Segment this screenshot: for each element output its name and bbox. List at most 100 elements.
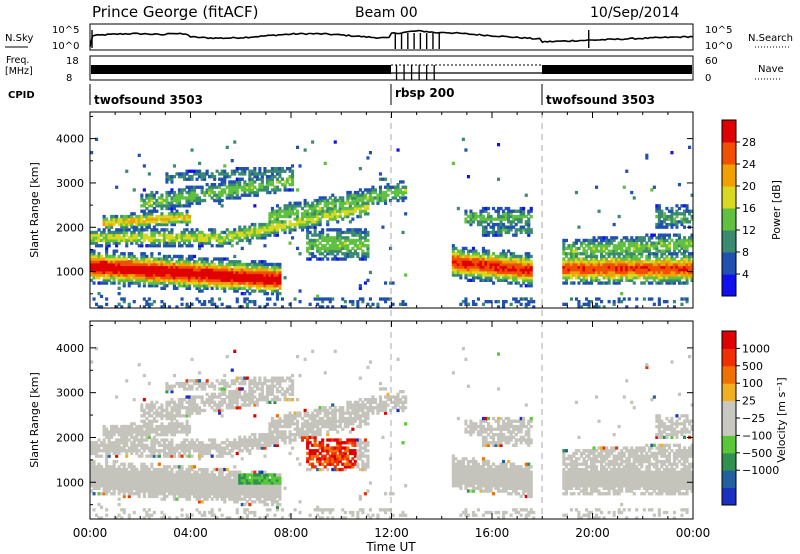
- power-cell: [110, 257, 114, 261]
- power-cell: [275, 294, 279, 298]
- power-cell: [107, 260, 111, 264]
- power-cell: [213, 198, 217, 203]
- power-cell: [225, 281, 229, 285]
- power-cell: [172, 190, 176, 195]
- power-cell: [235, 188, 239, 192]
- power-cell: [225, 278, 229, 282]
- power-cell: [358, 236, 362, 240]
- power-cell: [258, 270, 262, 275]
- power-cell: [147, 305, 151, 309]
- power-cell: [308, 220, 312, 224]
- power-cell: [155, 209, 159, 213]
- power-cell: [147, 257, 151, 261]
- power-cell: [198, 246, 202, 251]
- power-cell: [487, 249, 491, 253]
- power-cell: [497, 177, 501, 181]
- power-cell: [225, 284, 229, 288]
- power-cell: [140, 260, 144, 264]
- power-cell: [150, 268, 154, 272]
- power-cell: [157, 262, 161, 267]
- velocity-cell: [157, 462, 161, 466]
- power-cell: [142, 214, 146, 219]
- power-cell: [215, 233, 219, 237]
- power-cell: [162, 230, 166, 235]
- power-cell: [90, 233, 94, 237]
- power-cell: [185, 177, 189, 181]
- power-cell: [97, 268, 101, 272]
- power-cell: [321, 244, 325, 248]
- power-cell: [190, 278, 194, 282]
- power-cell: [243, 188, 247, 192]
- power-cell: [328, 236, 332, 240]
- power-cell: [308, 302, 312, 306]
- power-cell: [331, 241, 335, 245]
- power-cell: [318, 196, 322, 200]
- power-cell: [225, 305, 229, 309]
- power-cell: [263, 281, 267, 285]
- power-cell: [135, 268, 139, 272]
- power-cell: [165, 241, 169, 245]
- power-cell: [165, 172, 169, 176]
- power-cell: [218, 265, 222, 269]
- power-cell: [223, 180, 227, 184]
- power-cell: [130, 265, 134, 269]
- power-cell: [363, 281, 367, 285]
- power-cell: [572, 281, 576, 285]
- power-cell: [142, 297, 146, 301]
- power-cell: [213, 183, 217, 187]
- power-cell: [193, 260, 197, 264]
- power-cell: [175, 254, 179, 259]
- power-cell: [130, 268, 134, 272]
- power-cell: [115, 244, 119, 248]
- power-cell: [92, 260, 96, 264]
- power-cell: [165, 236, 169, 240]
- power-cell: [157, 244, 161, 248]
- power-cell: [112, 214, 116, 219]
- power-cell: [464, 297, 468, 301]
- power-cell: [160, 276, 164, 280]
- power-cell: [145, 214, 149, 219]
- power-cell: [172, 244, 176, 248]
- power-cell: [228, 185, 232, 189]
- power-cell: [311, 254, 315, 259]
- power-cell: [183, 175, 187, 179]
- power-cell: [147, 270, 151, 275]
- power-cell: [112, 220, 116, 224]
- power-cell: [122, 278, 126, 282]
- power-cell: [466, 175, 470, 179]
- power-cell: [255, 286, 259, 290]
- power-cell: [356, 190, 360, 195]
- power-cell: [140, 193, 144, 197]
- power-cell: [100, 254, 104, 259]
- power-cell: [193, 193, 197, 197]
- power-cell: [205, 284, 209, 288]
- nave-label: Nave: [758, 64, 784, 75]
- power-cell: [137, 265, 141, 269]
- power-cell: [316, 220, 320, 224]
- power-cell: [253, 262, 257, 267]
- power-cell: [100, 233, 104, 237]
- power-cell: [245, 270, 249, 275]
- power-cell: [203, 302, 207, 306]
- power-cell: [110, 260, 114, 264]
- power-cell: [190, 193, 194, 197]
- power-cell: [316, 302, 320, 306]
- power-cell: [172, 175, 176, 179]
- power-cell: [278, 281, 282, 285]
- power-cell: [112, 278, 116, 282]
- power-cell: [102, 217, 106, 221]
- power-cell: [150, 254, 154, 259]
- power-cell: [205, 169, 209, 173]
- power-cell: [306, 246, 310, 251]
- power-cell: [208, 265, 212, 269]
- power-cell: [130, 225, 134, 229]
- power-cell: [165, 278, 169, 282]
- power-cell: [228, 281, 232, 285]
- power-cell: [213, 276, 217, 280]
- power-cell: [220, 260, 224, 264]
- power-cell: [208, 238, 212, 243]
- power-cell: [162, 241, 166, 245]
- power-cell: [235, 190, 239, 195]
- power-cell: [253, 302, 257, 306]
- power-cb-tick-label-5: 24: [742, 158, 756, 171]
